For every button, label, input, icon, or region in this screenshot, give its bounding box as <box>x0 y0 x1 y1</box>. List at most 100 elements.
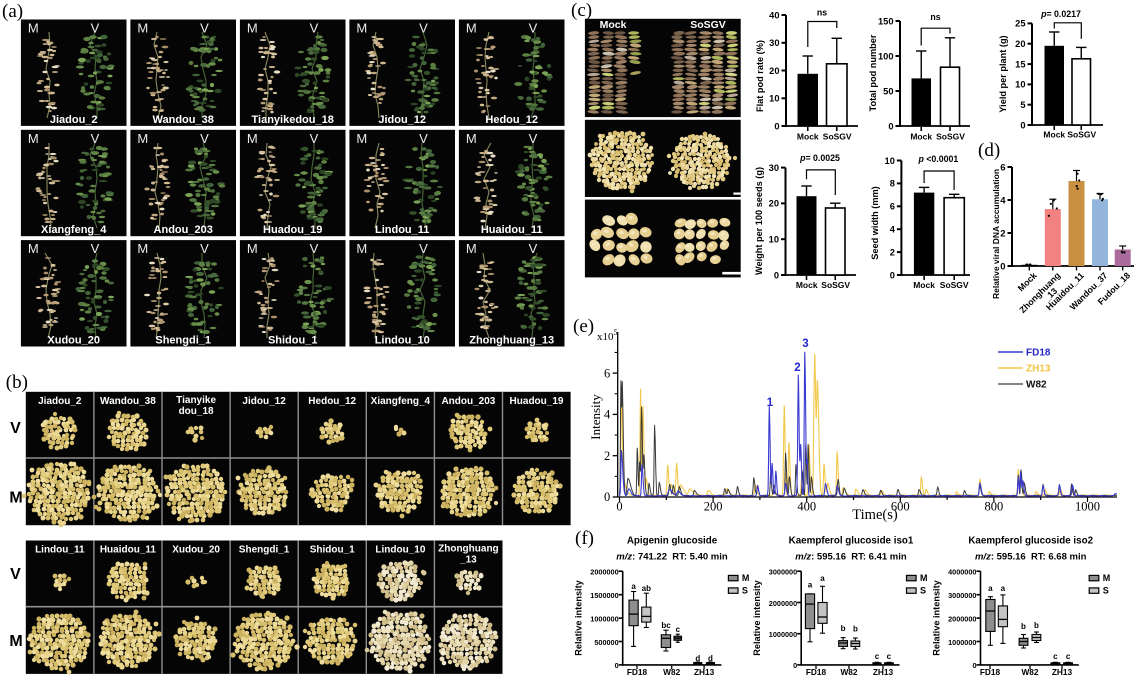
svg-text:0: 0 <box>1000 261 1005 272</box>
svg-text:4: 4 <box>1000 195 1006 206</box>
svg-text:6: 6 <box>890 202 895 212</box>
svg-text:M: M <box>9 633 22 650</box>
svg-text:Hedou_12: Hedou_12 <box>485 114 538 126</box>
svg-text:SoSGV: SoSGV <box>823 132 852 142</box>
svg-text:ns: ns <box>817 8 827 18</box>
svg-text:M: M <box>28 241 39 256</box>
svg-text:c: c <box>875 652 880 661</box>
svg-text:1000000: 1000000 <box>948 638 976 647</box>
svg-text:a: a <box>988 584 993 593</box>
svg-text:Apigenin glucoside: Apigenin glucoside <box>627 536 718 547</box>
svg-text:dou_18: dou_18 <box>179 406 214 417</box>
svg-text:500000: 500000 <box>594 638 618 647</box>
svg-text:V: V <box>200 241 209 256</box>
svg-text:Zhonghuang_13: Zhonghuang_13 <box>469 335 554 347</box>
svg-text:Flat pod rate (%): Flat pod rate (%) <box>755 40 765 112</box>
svg-text:V: V <box>529 241 538 256</box>
svg-text:Xiangfeng_4: Xiangfeng_4 <box>371 396 431 407</box>
svg-text:ab: ab <box>642 584 651 593</box>
svg-text:V: V <box>419 131 428 146</box>
svg-text:Yield per plant (g): Yield per plant (g) <box>998 35 1008 112</box>
svg-text:0: 0 <box>793 661 797 670</box>
svg-text:ZH13: ZH13 <box>873 667 894 677</box>
svg-text:2: 2 <box>1000 228 1005 239</box>
svg-text:Tianyikedou_18: Tianyikedou_18 <box>252 114 334 126</box>
svg-text:SoSGV: SoSGV <box>690 19 726 31</box>
svg-text:0: 0 <box>774 121 779 131</box>
svg-text:M: M <box>137 241 148 256</box>
svg-text:S: S <box>920 585 926 595</box>
svg-text:p= 0.0217: p= 0.0217 <box>1040 9 1081 19</box>
svg-text:M: M <box>28 131 39 146</box>
svg-text:Xudou_20: Xudou_20 <box>47 335 100 347</box>
svg-text:Relative viral DNA accumulatio: Relative viral DNA accumulation <box>991 169 1001 299</box>
svg-text:d: d <box>708 654 713 663</box>
svg-text:0: 0 <box>888 121 893 131</box>
svg-text:20: 20 <box>1015 39 1025 49</box>
svg-text:2: 2 <box>890 247 895 257</box>
svg-text:V: V <box>310 131 319 146</box>
svg-text:30: 30 <box>769 38 779 48</box>
svg-text:M: M <box>356 21 367 36</box>
svg-text:Tianyike: Tianyike <box>176 395 216 406</box>
svg-text:Shengdi_1: Shengdi_1 <box>239 545 290 556</box>
svg-text:_13: _13 <box>459 555 477 566</box>
svg-text:Huadou_19: Huadou_19 <box>510 396 564 407</box>
svg-text:150: 150 <box>878 16 894 26</box>
svg-text:3000000: 3000000 <box>948 591 976 600</box>
svg-text:0: 0 <box>972 661 976 670</box>
svg-text:10: 10 <box>769 235 779 245</box>
svg-text:M: M <box>356 131 367 146</box>
svg-text:20: 20 <box>769 66 779 76</box>
svg-text:SoSGV: SoSGV <box>940 280 969 290</box>
svg-text:Huaidou_11: Huaidou_11 <box>100 545 157 556</box>
svg-text:FD18: FD18 <box>627 667 648 677</box>
svg-text:Jidou_12: Jidou_12 <box>242 396 286 407</box>
svg-text:ns: ns <box>930 12 940 22</box>
svg-text:Relative intensity: Relative intensity <box>574 579 584 655</box>
svg-text:(f): (f) <box>575 528 594 549</box>
svg-text:p= 0.0025: p= 0.0025 <box>799 153 840 163</box>
svg-text:0: 0 <box>615 661 619 670</box>
svg-text:p <0.0001: p <0.0001 <box>917 154 958 164</box>
svg-text:SoSGV: SoSGV <box>821 280 850 290</box>
svg-text:Relative intensity: Relative intensity <box>932 579 942 655</box>
svg-text:10: 10 <box>769 94 779 104</box>
svg-text:x105: x105 <box>597 328 618 343</box>
svg-text:ZH13: ZH13 <box>694 667 715 677</box>
svg-text:Mock: Mock <box>913 280 935 290</box>
svg-text:V: V <box>91 131 100 146</box>
svg-text:Mock: Mock <box>1043 130 1065 140</box>
svg-text:Mock: Mock <box>910 132 932 142</box>
svg-text:b: b <box>841 624 846 633</box>
svg-text:Jiadou_2: Jiadou_2 <box>38 396 82 407</box>
svg-text:(a): (a) <box>2 1 23 22</box>
svg-text:M: M <box>137 131 148 146</box>
svg-text:Lindou_11: Lindou_11 <box>35 545 85 556</box>
svg-text:m/z: 595.16 RT: 6.68 min: m/z: 595.16 RT: 6.68 min <box>975 552 1087 563</box>
svg-text:8: 8 <box>890 179 895 189</box>
svg-text:1000000: 1000000 <box>590 614 618 623</box>
svg-text:2000000: 2000000 <box>590 568 618 577</box>
svg-text:Andou_203: Andou_203 <box>154 224 213 236</box>
svg-text:S: S <box>742 585 748 595</box>
svg-text:Lindou_10: Lindou_10 <box>375 545 425 556</box>
svg-text:Kaempferol glucoside iso2: Kaempferol glucoside iso2 <box>968 536 1093 547</box>
svg-text:W82: W82 <box>840 667 857 677</box>
svg-text:3: 3 <box>802 338 808 350</box>
svg-text:40: 40 <box>769 10 779 20</box>
svg-text:Andou_203: Andou_203 <box>441 396 495 407</box>
svg-text:(e): (e) <box>573 316 594 337</box>
svg-text:V: V <box>10 566 21 583</box>
svg-text:4: 4 <box>604 408 611 422</box>
svg-text:100: 100 <box>878 51 894 61</box>
svg-text:6: 6 <box>604 366 610 380</box>
svg-text:2000000: 2000000 <box>948 614 976 623</box>
svg-text:10: 10 <box>885 156 895 166</box>
svg-text:30: 30 <box>769 163 779 173</box>
svg-text:50: 50 <box>883 86 893 96</box>
svg-text:FD18: FD18 <box>1026 348 1051 359</box>
svg-text:Xiangfeng_4: Xiangfeng_4 <box>41 224 107 236</box>
svg-text:1000: 1000 <box>1075 500 1100 514</box>
svg-text:2000000: 2000000 <box>769 599 797 608</box>
